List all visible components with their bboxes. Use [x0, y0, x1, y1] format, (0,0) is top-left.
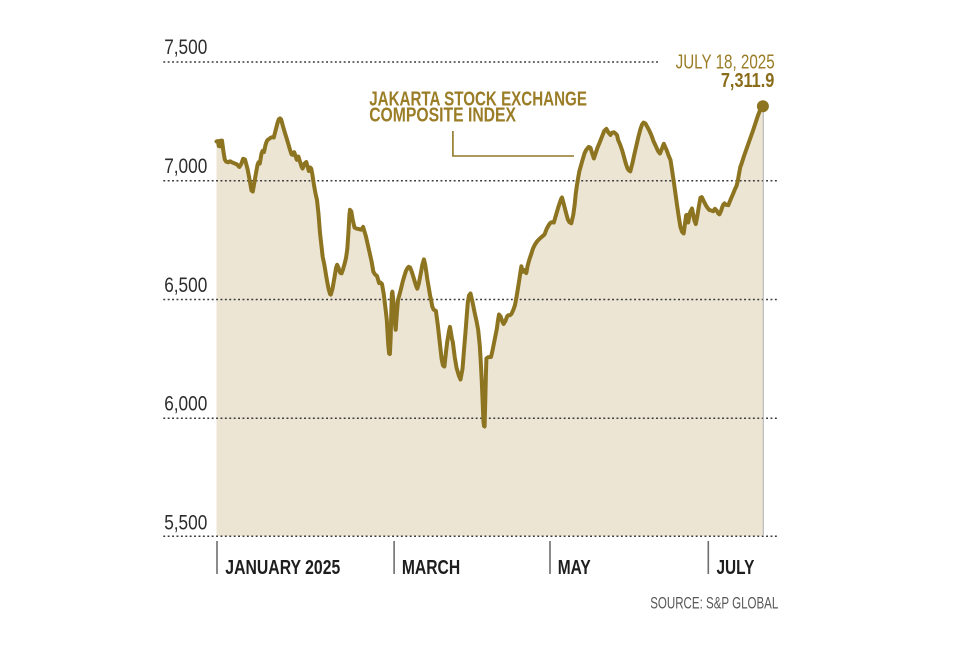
svg-text:7,000: 7,000 — [164, 155, 207, 178]
svg-text:JULY 18, 2025: JULY 18, 2025 — [676, 50, 775, 73]
svg-text:6,000: 6,000 — [164, 393, 207, 416]
svg-text:JANUARY 2025: JANUARY 2025 — [225, 556, 340, 578]
svg-text:MARCH: MARCH — [402, 556, 460, 578]
svg-text:6,500: 6,500 — [164, 274, 207, 297]
svg-text:MAY: MAY — [558, 556, 591, 578]
svg-text:JAKARTA STOCK EXCHANGE: JAKARTA STOCK EXCHANGE — [369, 87, 587, 110]
svg-text:7,500: 7,500 — [164, 37, 207, 60]
svg-text:JULY: JULY — [717, 556, 755, 579]
svg-text:COMPOSITE INDEX: COMPOSITE INDEX — [369, 104, 516, 126]
svg-text:5,500: 5,500 — [164, 512, 207, 535]
svg-text:7,311.9: 7,311.9 — [721, 68, 774, 91]
svg-text:SOURCE: S&P GLOBAL: SOURCE: S&P GLOBAL — [650, 595, 778, 614]
